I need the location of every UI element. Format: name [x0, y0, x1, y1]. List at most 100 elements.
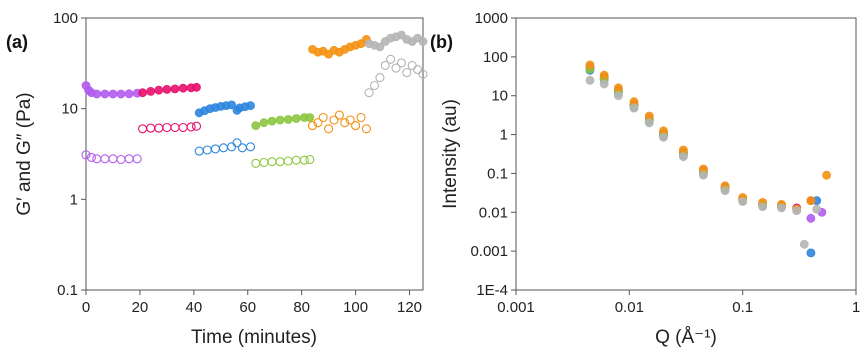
x-tick-label: 20 [132, 299, 149, 316]
series-gray-open [364, 54, 428, 98]
panel-a-plot-frame [85, 17, 424, 291]
data-point [699, 170, 708, 180]
data-point [178, 83, 188, 93]
data-point [251, 158, 261, 168]
data-point [585, 60, 595, 70]
series-green-open [251, 154, 315, 168]
panel-b-data [585, 60, 831, 258]
data-point [162, 85, 172, 94]
data-point [305, 113, 315, 122]
data-point [192, 82, 201, 92]
data-point [227, 100, 237, 110]
data-point [413, 65, 423, 75]
y-tick-label: 1E-4 [476, 282, 508, 299]
panel-b-y-axis-title: Intensity (au) [440, 99, 461, 209]
panel-b-label: (b) [430, 32, 453, 52]
series-green-filled [251, 113, 315, 130]
data-point [599, 70, 609, 80]
data-point [194, 146, 204, 156]
y-tick-label: 10 [491, 88, 508, 105]
data-point [86, 152, 96, 162]
data-point [299, 155, 309, 165]
panel-b-x-axis-title: Q (Å⁻¹) [655, 327, 717, 348]
data-point [138, 124, 148, 134]
panel-a-label: (a) [6, 32, 28, 52]
series-blue-filled [194, 100, 255, 118]
data-point [218, 143, 229, 153]
y-tick-label: 1 [500, 127, 508, 144]
data-point [227, 142, 237, 152]
data-point [777, 203, 786, 213]
data-point [267, 157, 277, 167]
data-point [81, 150, 91, 160]
data-point [361, 124, 371, 134]
data-point [806, 213, 816, 223]
data-point [720, 186, 730, 196]
data-point [162, 122, 172, 133]
data-point [418, 69, 428, 79]
data-point [146, 123, 156, 133]
data-point [275, 157, 285, 167]
panel-a-y-axis: 0.1 1 10 100 [53, 10, 86, 299]
data-point [679, 152, 688, 162]
x-tick-label: 40 [185, 299, 202, 316]
data-point [275, 115, 285, 125]
panel-b-y-axis: 1E-4 0.001 0.01 0.1 1 10 100 1000 [470, 10, 516, 299]
data-point [108, 154, 118, 164]
data-point [92, 89, 102, 99]
data-point [386, 54, 396, 64]
data-point [812, 204, 822, 214]
data-point [202, 145, 212, 155]
series-magenta-filled [138, 82, 201, 98]
y-tick-label: 10 [61, 101, 78, 118]
panel-a-data [81, 30, 428, 168]
data-point [124, 154, 134, 164]
data-point [375, 73, 385, 83]
data-point [210, 144, 220, 154]
panel-a-y-axis-title: G′ and G″ (Pa) [14, 92, 35, 215]
data-point [146, 87, 156, 96]
data-point [380, 60, 390, 70]
data-point [291, 114, 301, 123]
y-tick-label: 0.1 [487, 165, 508, 182]
x-tick-label: 0.1 [732, 299, 753, 316]
x-tick-label: 0 [82, 299, 90, 316]
data-point [599, 79, 609, 89]
data-point [407, 60, 417, 70]
data-point [132, 154, 142, 164]
data-point [806, 196, 816, 206]
series-purple-filled [81, 81, 142, 99]
series-orange-open [307, 110, 371, 134]
series-gray-filled [364, 30, 428, 52]
y-tick-label: 0.01 [479, 204, 508, 221]
data-point [100, 89, 110, 99]
data-point [418, 37, 428, 46]
y-tick-label: 100 [483, 49, 508, 66]
data-point [318, 112, 328, 123]
data-point [237, 143, 247, 153]
x-tick-label: 0.01 [615, 299, 644, 316]
x-tick-label: 100 [343, 299, 368, 316]
data-point [251, 121, 261, 130]
data-point [614, 83, 623, 93]
data-point [792, 206, 802, 216]
data-point [585, 75, 595, 85]
series-orange-filled [585, 60, 831, 214]
data-point [186, 122, 196, 132]
data-point [124, 89, 134, 99]
data-point [92, 154, 102, 164]
data-point [324, 124, 334, 134]
data-point [334, 110, 344, 120]
x-tick-label: 0.001 [497, 299, 535, 316]
data-point [259, 118, 269, 128]
data-point [356, 112, 366, 123]
data-point [369, 80, 380, 91]
data-point [267, 116, 277, 126]
data-point [232, 138, 242, 148]
series-blue-open [194, 138, 256, 156]
data-point [307, 121, 318, 131]
data-point [259, 157, 269, 168]
y-tick-label: 1 [70, 191, 78, 208]
data-point [822, 170, 831, 180]
